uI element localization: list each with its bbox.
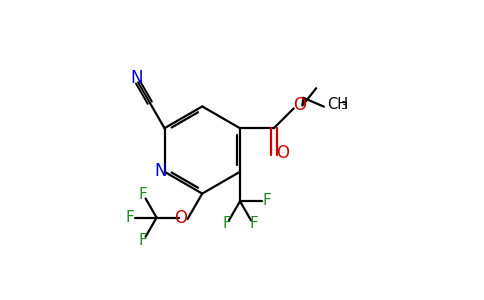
Text: F: F — [222, 216, 231, 231]
Text: F: F — [262, 193, 271, 208]
Text: CH: CH — [327, 97, 348, 112]
Text: N: N — [131, 70, 143, 88]
Text: F: F — [250, 216, 258, 231]
Text: O: O — [175, 208, 187, 226]
Text: O: O — [276, 144, 289, 162]
Text: N: N — [155, 162, 167, 180]
Text: 3: 3 — [340, 101, 347, 111]
Text: F: F — [139, 233, 148, 248]
Text: F: F — [126, 210, 135, 225]
Text: O: O — [294, 97, 306, 115]
Text: F: F — [139, 188, 148, 202]
